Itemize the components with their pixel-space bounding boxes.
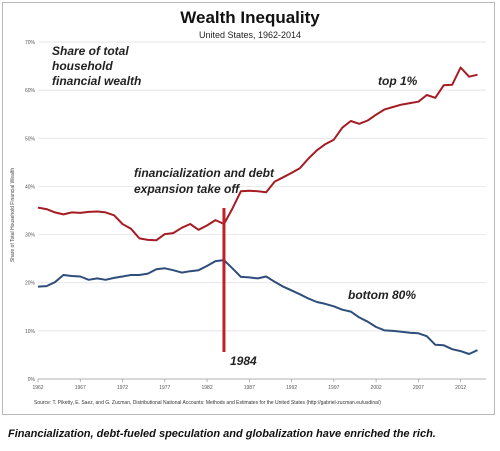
y-note-label: Share of total household financial wealt… <box>52 44 142 88</box>
x-tick-label: 1972 <box>117 385 128 391</box>
x-tick-label: 1997 <box>328 385 339 391</box>
x-tick-label: 1987 <box>244 385 255 391</box>
y-tick-label: 20% <box>25 281 36 287</box>
x-tick-label: 1967 <box>75 385 86 391</box>
top-series-label: top 1% <box>378 74 418 88</box>
event-text-line-2: expansion take off <box>134 182 240 196</box>
chart-subtitle: United States, 1962-2014 <box>198 30 302 40</box>
x-tick-label: 1992 <box>286 385 297 391</box>
chart-frame <box>2 2 495 415</box>
source-note: Source: T. Piketty, E. Saez, and G. Zucm… <box>34 400 381 406</box>
y-tick-label: 60% <box>25 88 36 94</box>
x-tick-label: 2007 <box>413 385 424 391</box>
x-tick-label: 2012 <box>455 385 466 391</box>
event-text-line-1: financialization and debt <box>134 166 275 180</box>
y-tick-label: 70% <box>25 40 36 46</box>
top-1-percent-line <box>37 66 478 242</box>
x-tick-label: 2002 <box>371 385 382 391</box>
y-tick-label: 10% <box>25 329 36 335</box>
y-tick-label: 30% <box>25 233 36 239</box>
y-tick-label: 40% <box>25 184 36 190</box>
y-tick-label: 0% <box>28 377 36 383</box>
event-year-label: 1984 <box>230 354 257 368</box>
bottom-series-label: bottom 80% <box>348 288 417 302</box>
x-tick-label: 1982 <box>201 385 212 391</box>
x-tick-label: 1977 <box>159 385 170 391</box>
x-tick-label: 1962 <box>32 385 43 391</box>
y-tick-label: 50% <box>25 136 36 142</box>
bottom-80-percent-line <box>37 259 478 355</box>
caption: Financialization, debt-fueled speculatio… <box>8 428 436 440</box>
chart-title: Wealth Inequality <box>180 8 320 27</box>
